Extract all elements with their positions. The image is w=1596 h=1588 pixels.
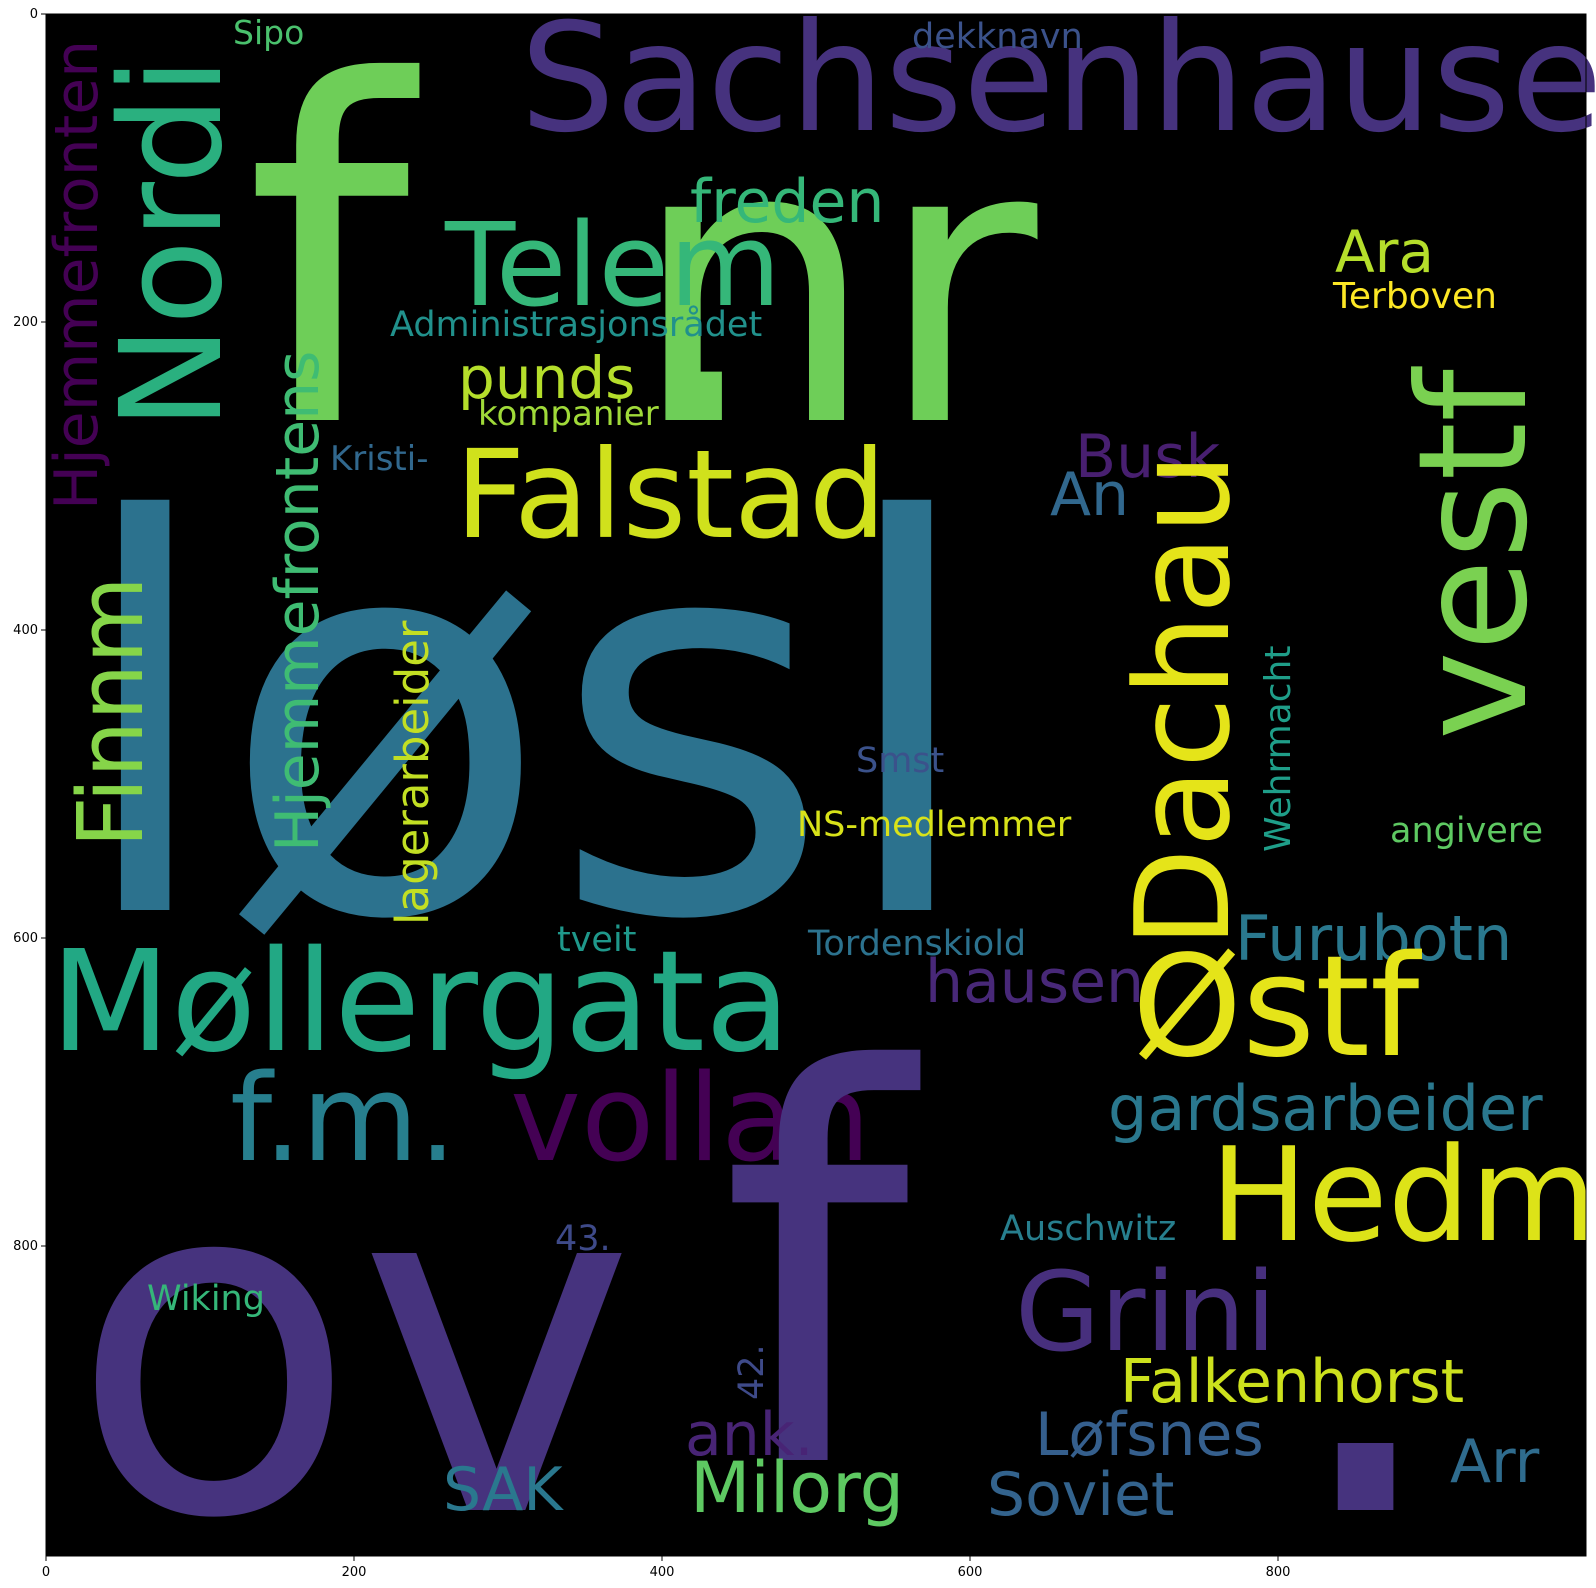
word-29: tveit	[557, 920, 636, 960]
word-34: Østf	[1132, 926, 1422, 1089]
word-31: Furubotn	[1235, 902, 1512, 975]
word-27: NS-medlemmer	[797, 805, 1072, 845]
word-50: Arr	[1450, 1427, 1540, 1497]
word-38: Hedm	[1210, 1119, 1596, 1271]
word-33: hausen	[925, 947, 1144, 1017]
word-41: .	[1280, 1010, 1452, 1588]
y-tick-label-0: 0	[30, 7, 38, 22]
word-43: Auschwitz	[1000, 1209, 1176, 1249]
word-46: 42.	[732, 1344, 772, 1400]
word-45: Wiking	[147, 1279, 265, 1319]
word-0: f	[245, 0, 421, 531]
word-7: dekknavn	[912, 17, 1083, 57]
plot-area	[46, 14, 1586, 1556]
word-51: SAK	[443, 1455, 564, 1525]
word-4: Telem	[444, 199, 781, 333]
word-52: Milorg	[690, 1447, 904, 1529]
word-21: Finnm	[59, 576, 164, 848]
word-19: Kristi-	[330, 439, 428, 479]
word-28: angivere	[1390, 811, 1543, 851]
word-12: punds	[458, 344, 635, 412]
word-16: Falstad	[455, 424, 886, 566]
word-10: Terboven	[1332, 276, 1497, 317]
word-17: vestf	[1387, 366, 1561, 740]
axes: 0 200 400 600 800 0 200 400 600 800	[13, 7, 1290, 1580]
word-13: kompanier	[478, 394, 659, 434]
y-tick-label-4: 800	[13, 1239, 38, 1254]
word-26: Wehrmacht	[1258, 646, 1299, 852]
word-32: Møllergata	[50, 921, 791, 1084]
word-47: Falkenhorst	[1120, 1347, 1464, 1417]
word-24: Dachau	[1107, 452, 1259, 948]
word-49: Løfsnes	[1035, 1400, 1264, 1470]
word-11: Administrasjonsrådet	[390, 304, 762, 345]
plot-frame	[45, 13, 1587, 1557]
word-22: Hjemmefrontens	[263, 351, 333, 852]
word-40: f	[720, 960, 923, 1588]
x-tick-label-3: 600	[958, 1565, 983, 1580]
word-37: gardsarbeider	[1108, 1072, 1543, 1145]
word-48: ank.	[685, 1400, 814, 1470]
word-14: Hjemmefronten	[42, 40, 112, 510]
x-tick-label-2: 400	[650, 1565, 675, 1580]
word-5: Nordi	[91, 57, 254, 430]
word-18: Busk	[1075, 422, 1220, 492]
word-42: Grini	[1015, 1248, 1276, 1376]
word-8: Sipo	[233, 13, 304, 52]
y-tick-label-1: 200	[13, 315, 38, 330]
word-6: freden	[690, 167, 884, 237]
word-35: f.m.	[230, 1050, 457, 1189]
x-tick-label-1: 200	[342, 1565, 367, 1580]
word-9: Ara	[1335, 218, 1434, 286]
word-3: Sachsenhausen	[520, 0, 1596, 166]
word-36: vollan	[510, 1050, 871, 1189]
word-25: Smst	[856, 741, 944, 781]
word-44: 43.	[555, 1219, 611, 1259]
word-20: An	[1050, 460, 1129, 530]
x-tick-label-0: 0	[42, 1565, 50, 1580]
word-30: Tordenskiold	[807, 924, 1026, 964]
y-tick-label-2: 400	[13, 623, 38, 638]
word-2: .	[640, 58, 764, 512]
x-tick-label-4: 800	[1266, 1565, 1291, 1580]
word-15: løsl	[70, 410, 982, 1038]
word-1: nr	[630, 58, 1042, 512]
word-53: Soviet	[987, 1460, 1174, 1530]
word-23: lagerarbeider	[386, 620, 439, 925]
y-tick-label-3: 600	[13, 931, 38, 946]
word-39: ov	[70, 1074, 636, 1588]
